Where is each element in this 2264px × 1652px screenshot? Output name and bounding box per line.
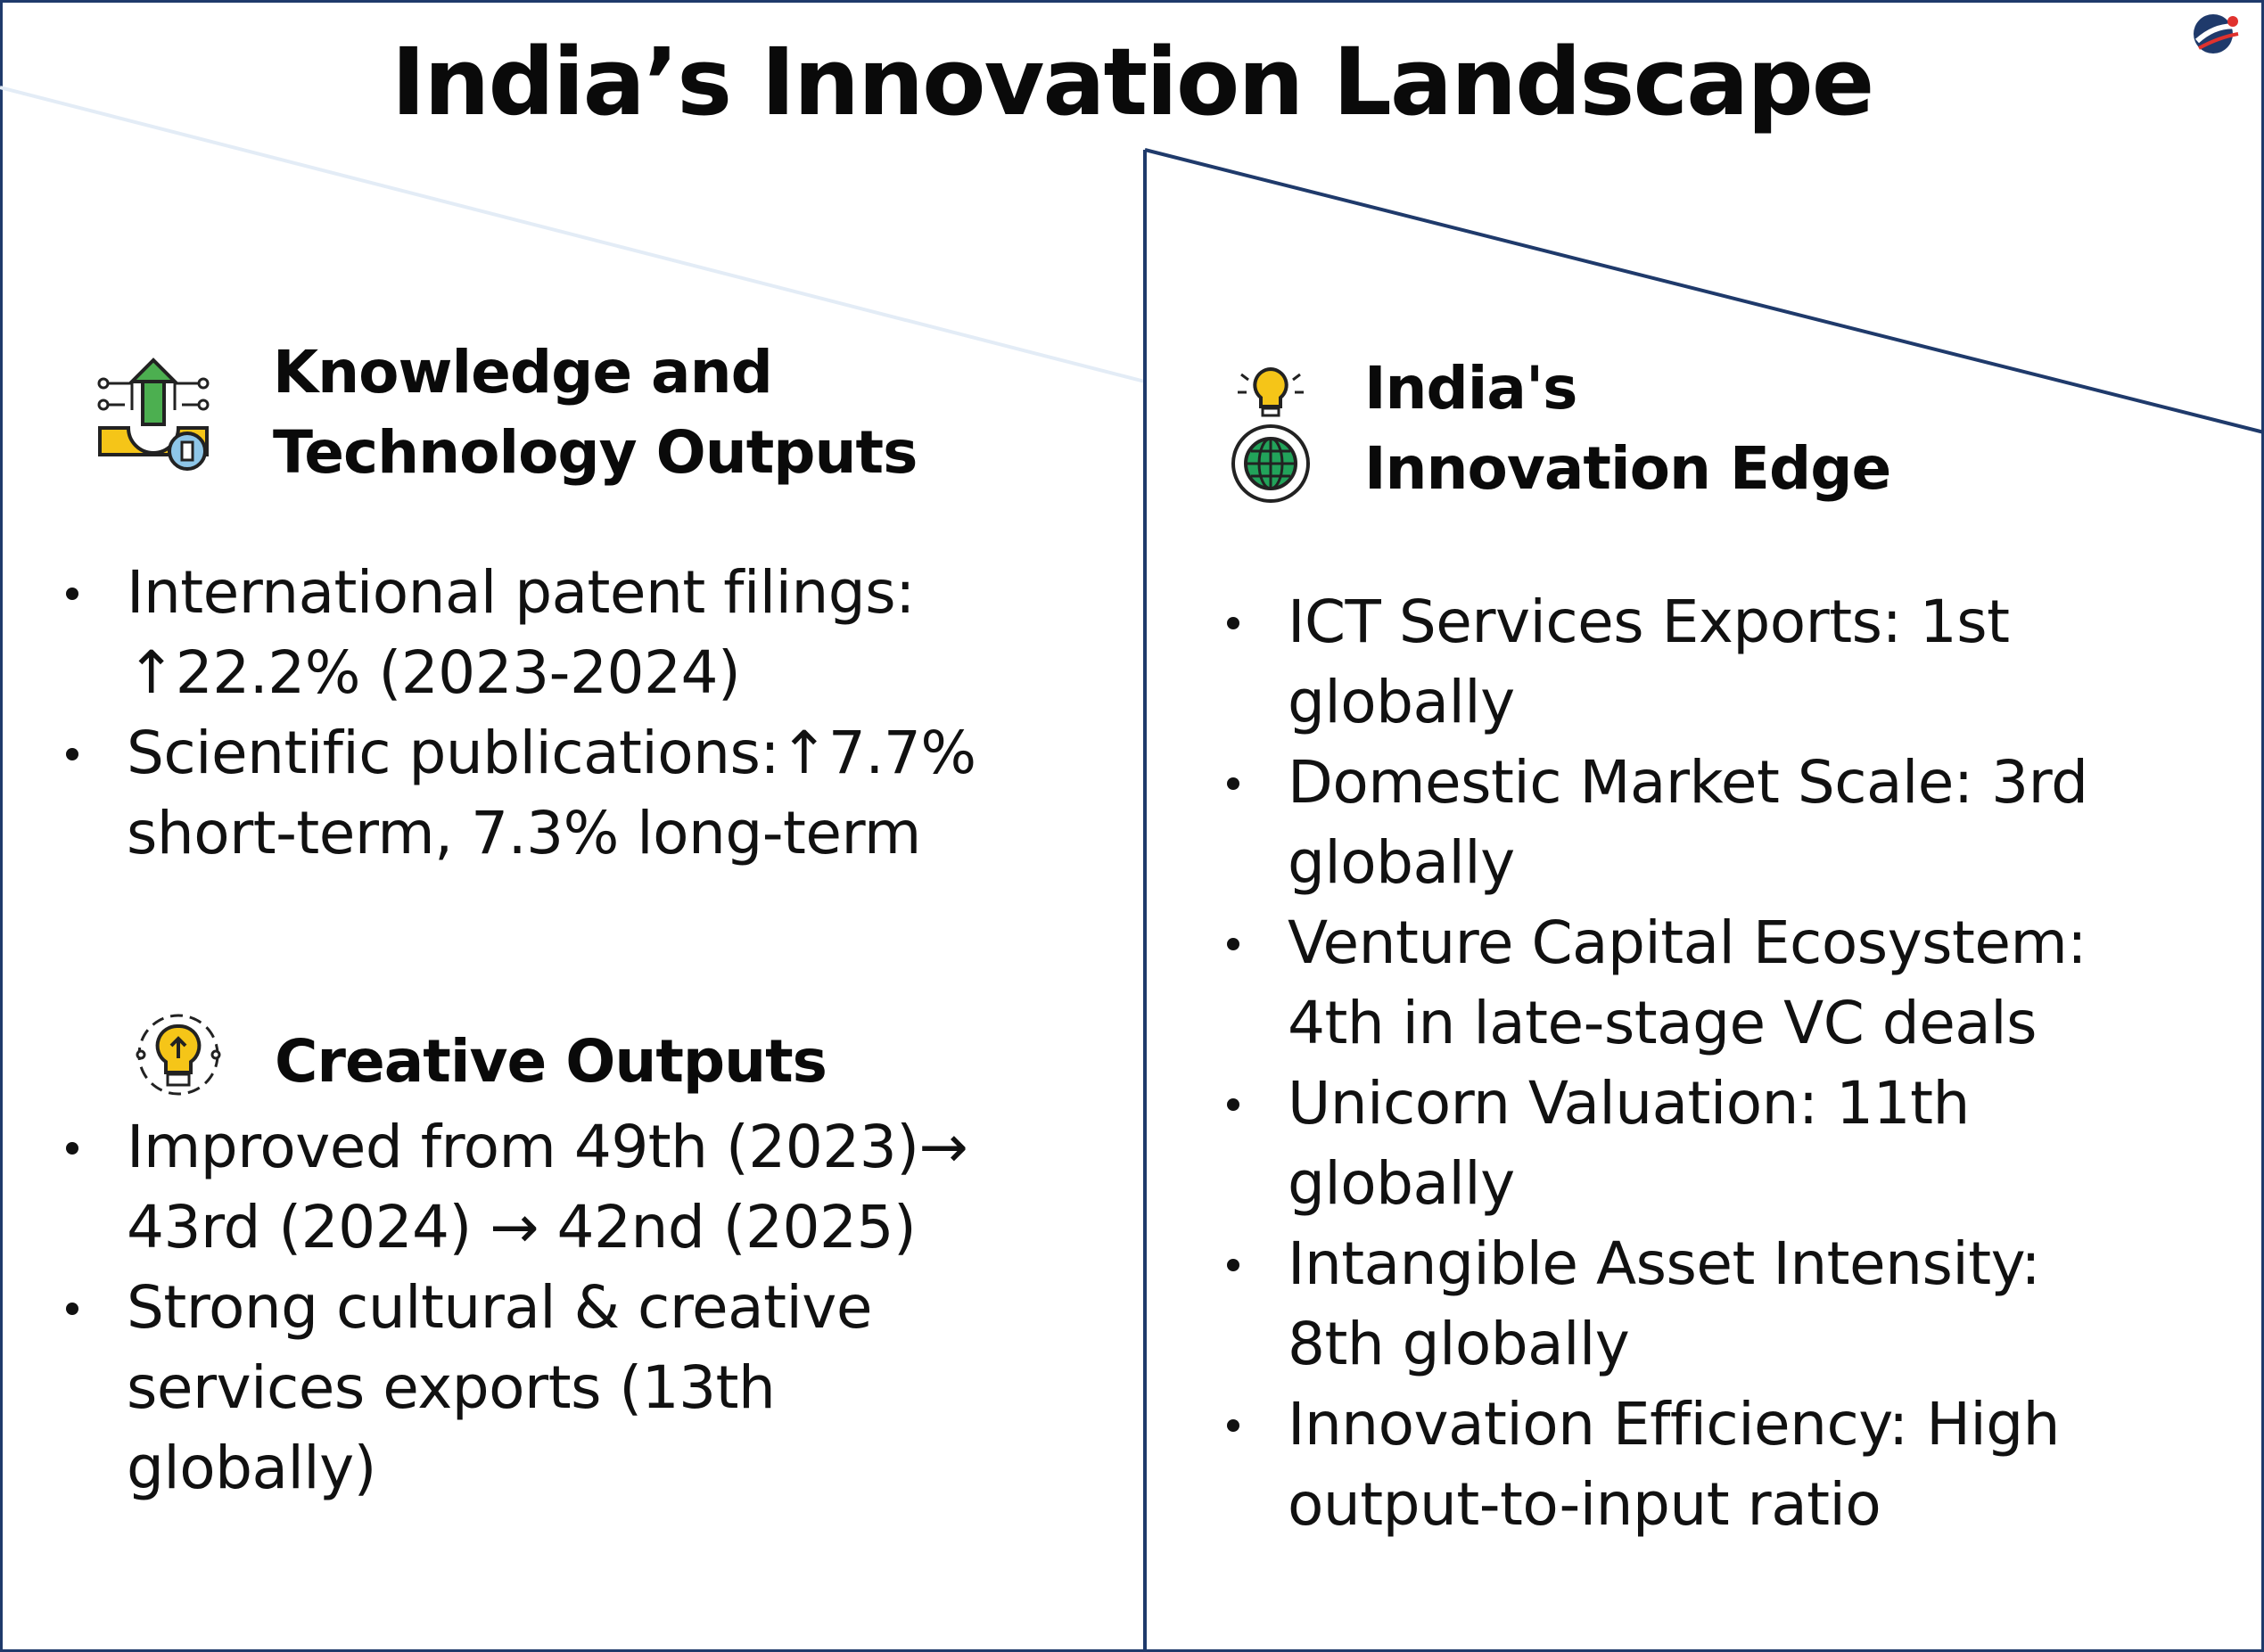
list-item: International patent filings: ↑22.2% (20…: [62, 553, 1132, 713]
innovation-edge-heading: India's Innovation Edge: [1364, 354, 1891, 503]
list-item: ICT Services Exports: 1st globally: [1223, 582, 2249, 743]
list-item: Domestic Market Scale: 3rd globally: [1223, 743, 2249, 903]
gear-upload-icon: [97, 358, 210, 471]
brand-logo-icon: [2194, 14, 2241, 53]
knowledge-bullet-list: International patent filings: ↑22.2% (20…: [62, 553, 1132, 874]
innovation-edge-bullet-list: ICT Services Exports: 1st globally Domes…: [1223, 582, 2249, 1545]
list-item: Strong cultural & creative services expo…: [62, 1268, 1141, 1508]
creative-heading: Creative Outputs: [275, 1027, 827, 1096]
list-item: Improved from 49th (2023)→ 43rd (2024) →…: [62, 1107, 1141, 1268]
bulb-globe-icon: [1231, 366, 1310, 503]
lightbulb-network-icon: [136, 1014, 221, 1096]
list-item: Innovation Efficiency: High output-to-in…: [1223, 1385, 2249, 1545]
page-title: India’s Innovation Landscape: [391, 28, 1875, 136]
creative-bullet-list: Improved from 49th (2023)→ 43rd (2024) →…: [62, 1107, 1141, 1508]
list-item: Scientific publications:↑7.7% short-term…: [62, 713, 1132, 874]
knowledge-heading: Knowledge and Technology Outputs: [273, 338, 918, 487]
list-item: Intangible Asset Intensity: 8th globally: [1223, 1224, 2249, 1385]
list-item: Venture Capital Ecosystem: 4th in late-s…: [1223, 903, 2249, 1064]
list-item: Unicorn Valuation: 11th globally: [1223, 1064, 2249, 1224]
